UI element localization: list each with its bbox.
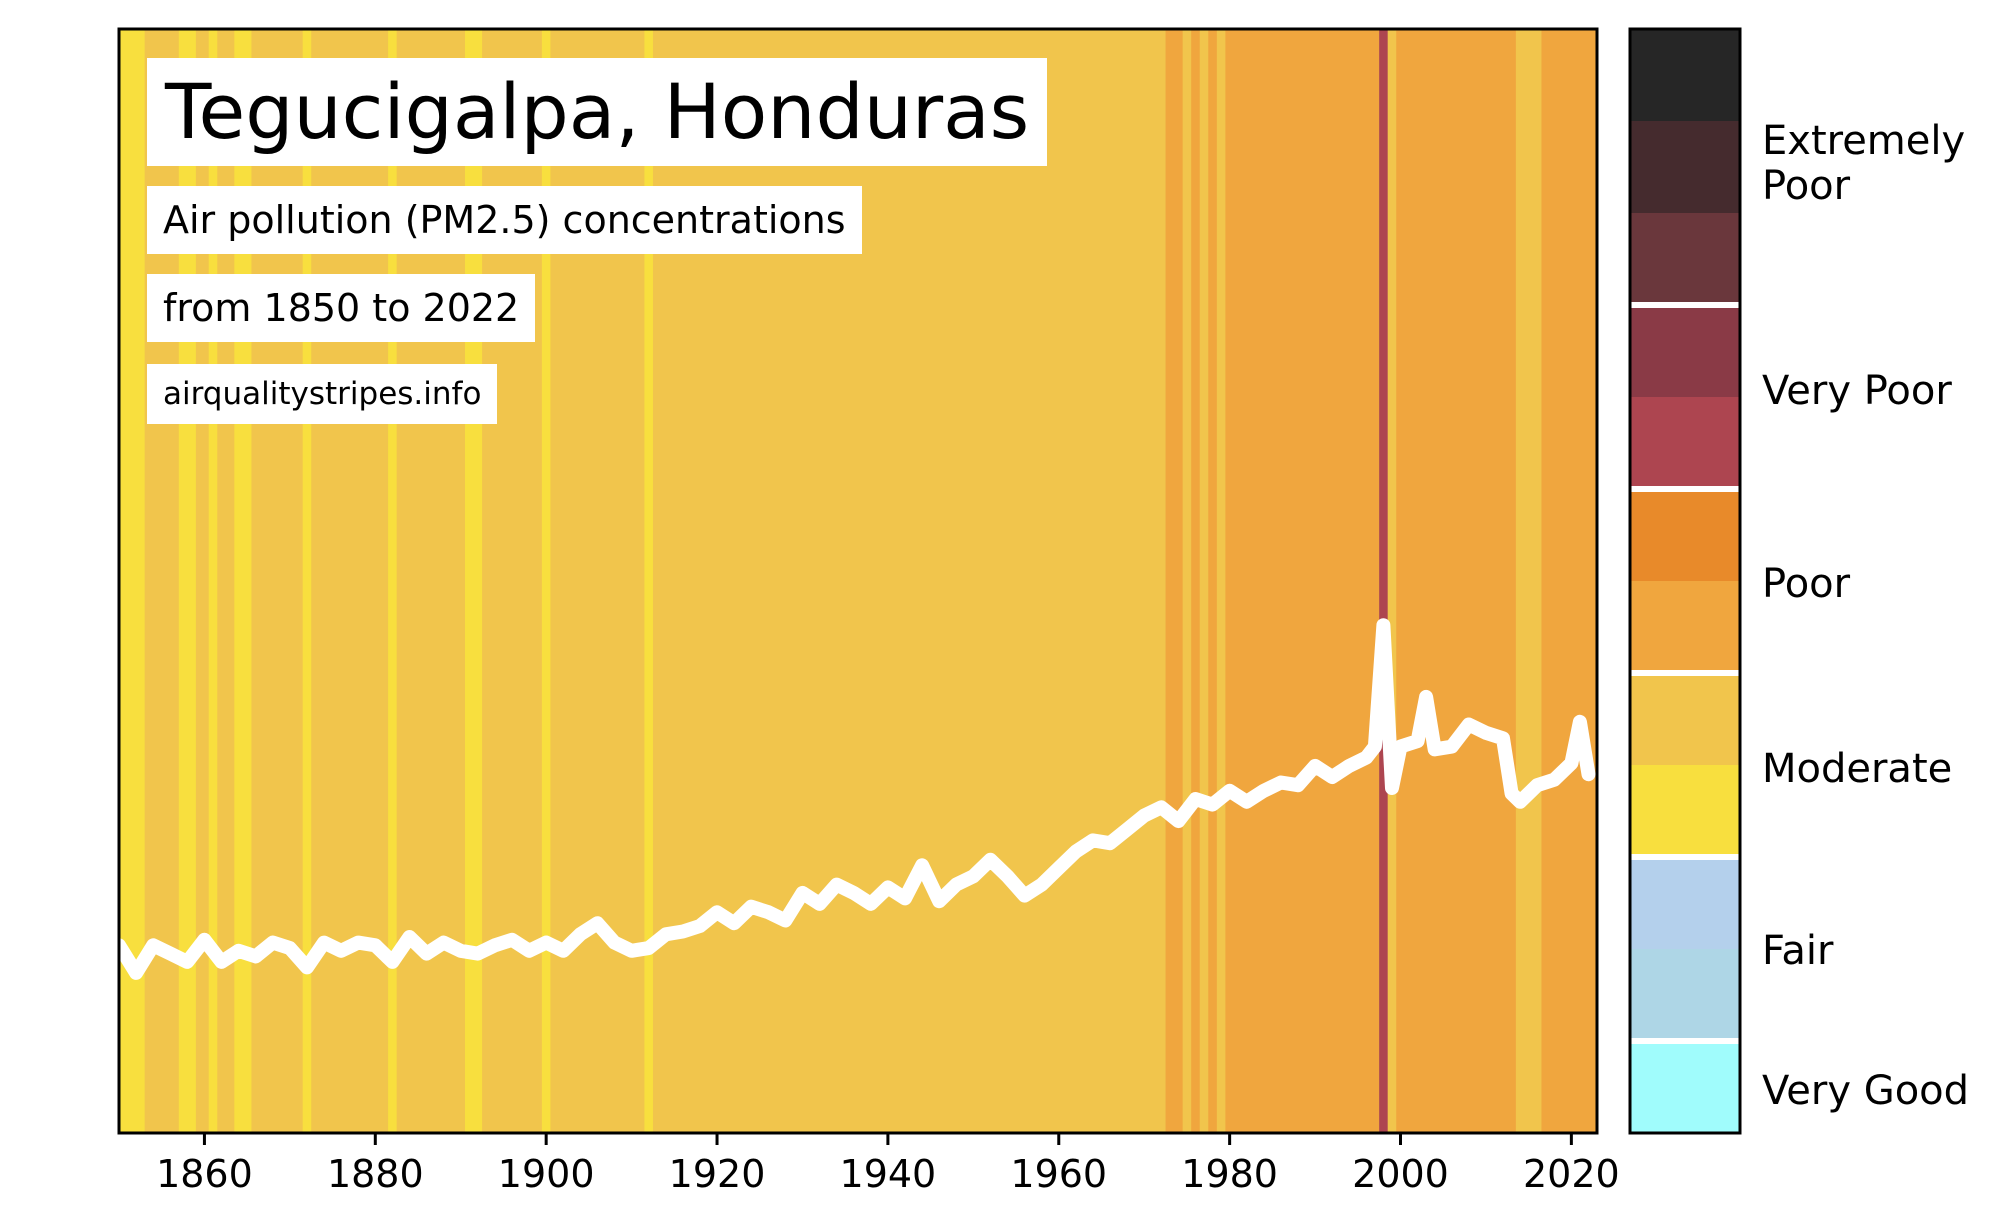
series-line	[112, 618, 1596, 980]
chart-source: airqualitystripes.info	[147, 364, 498, 424]
stripe	[302, 29, 312, 1133]
colorbar-segment	[1630, 489, 1740, 582]
stripe	[1541, 29, 1597, 1133]
legend-label: Fair	[1762, 928, 1834, 974]
colorbar-segment	[1630, 29, 1740, 122]
stripe	[1165, 29, 1183, 1133]
stripe	[388, 29, 397, 1133]
x-tick-label: 1960	[1010, 1152, 1107, 1196]
legend-label: Very Poor	[1762, 368, 1952, 414]
legend-label: Extremely	[1762, 118, 1965, 164]
chart-subtitle: Air pollution (PM2.5) concentrations	[147, 186, 862, 254]
stripe	[541, 29, 551, 1133]
colorbar-segment	[1630, 1041, 1740, 1134]
colorbar-segment	[1630, 213, 1740, 306]
colorbar-segment	[1630, 397, 1740, 490]
stripe	[1191, 29, 1200, 1133]
line-layer	[112, 618, 1596, 980]
colorbar-segment	[1630, 857, 1740, 950]
x-tick-label: 1860	[156, 1152, 253, 1196]
x-tick-label: 1920	[669, 1152, 766, 1196]
x-tick-label: 1880	[327, 1152, 424, 1196]
legend-label: Moderate	[1762, 746, 1952, 792]
colorbar-segment	[1630, 121, 1740, 214]
colorbar-segment	[1630, 765, 1740, 858]
x-tick-label: 1940	[840, 1152, 937, 1196]
x-tick-label: 2020	[1523, 1152, 1620, 1196]
stripe	[1379, 29, 1388, 1133]
stripe	[208, 29, 218, 1133]
x-tick-label: 1980	[1181, 1152, 1278, 1196]
stripe	[1225, 29, 1380, 1133]
stripe	[1208, 29, 1217, 1133]
x-axis: 1860 1880 1900 1920 1940 1960 1980 2000 2020	[156, 1133, 1620, 1196]
x-tick-label: 1900	[498, 1152, 595, 1196]
legend-label: Very Good	[1762, 1068, 1969, 1114]
colorbar-segment	[1630, 305, 1740, 398]
stripe	[644, 29, 653, 1133]
colorbar-segment	[1630, 949, 1740, 1042]
x-tick-label: 2000	[1352, 1152, 1449, 1196]
legend-label: Poor	[1762, 561, 1851, 607]
chart-period: from 1850 to 2022	[147, 274, 536, 342]
stripe	[1396, 29, 1516, 1133]
plot-frame	[117, 27, 1599, 1135]
legend-label: Poor	[1762, 163, 1851, 209]
chart-title: Tegucigalpa, Honduras	[147, 58, 1048, 166]
colorbar-segment	[1630, 581, 1740, 674]
colorbar-segment	[1630, 673, 1740, 766]
colorbar-frame	[1628, 27, 1742, 1135]
